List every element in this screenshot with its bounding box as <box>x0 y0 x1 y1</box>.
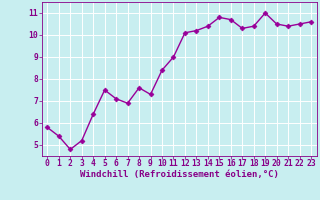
X-axis label: Windchill (Refroidissement éolien,°C): Windchill (Refroidissement éolien,°C) <box>80 170 279 179</box>
